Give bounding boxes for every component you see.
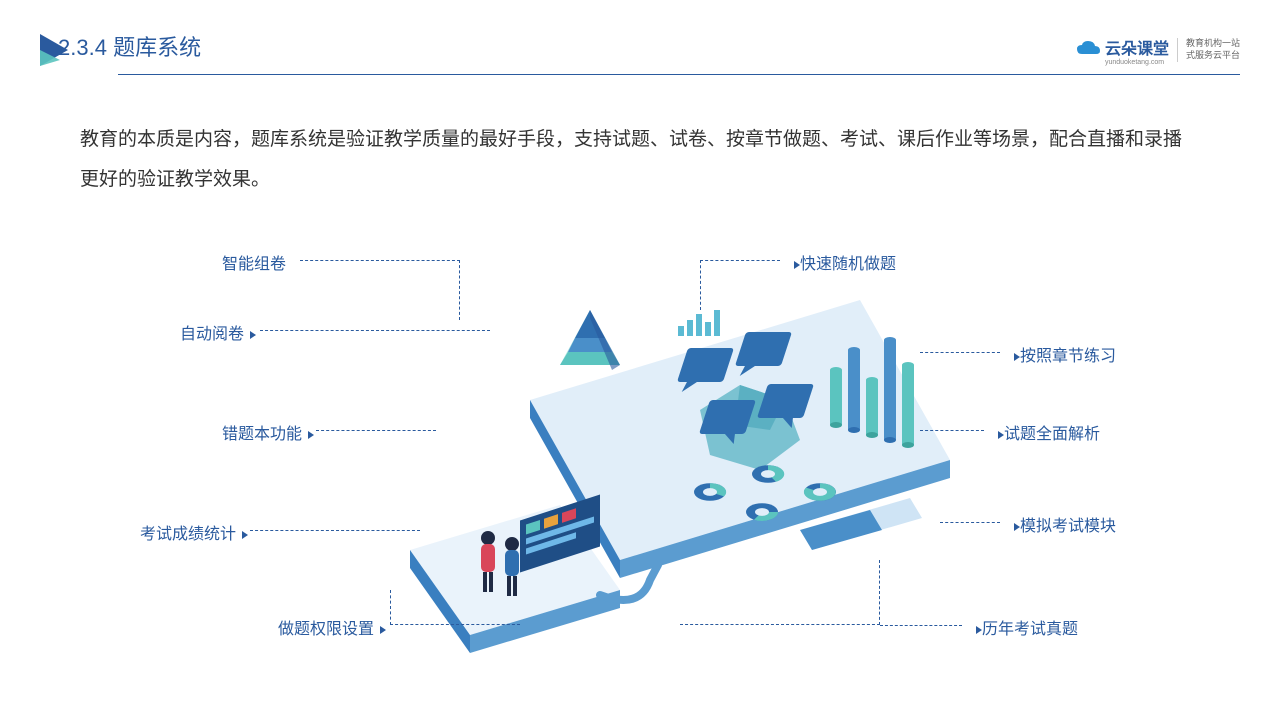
- connector: [920, 430, 984, 431]
- section-name: 题库系统: [113, 35, 201, 60]
- feature-permission: 做题权限设置: [278, 615, 386, 639]
- body-paragraph: 教育的本质是内容，题库系统是验证教学质量的最好手段，支持试题、试卷、按章节做题、…: [80, 120, 1200, 200]
- section-title: 2.3.4 题库系统: [58, 30, 201, 70]
- feature-diagram: 智能组卷 自动阅卷 错题本功能 考试成绩统计 做题权限设置 快速随机做题 按照章…: [0, 220, 1280, 700]
- feature-mock-exam: 模拟考试模块: [1010, 512, 1116, 536]
- connector: [680, 560, 880, 625]
- feature-smart-compose: 智能组卷: [222, 250, 286, 274]
- connector: [300, 260, 460, 320]
- connector: [700, 260, 780, 310]
- brand-logo: 云朵课堂 yunduoketang.com 教育机构一站 式服务云平台: [1075, 35, 1240, 66]
- connector: [250, 530, 420, 531]
- logo-domain: yunduoketang.com: [1105, 59, 1169, 66]
- connector: [880, 625, 962, 626]
- feature-full-analysis: 试题全面解析: [994, 420, 1100, 444]
- title-underline: [118, 74, 1240, 75]
- logo-tagline: 教育机构一站 式服务云平台: [1177, 38, 1240, 61]
- logo-name: 云朵课堂: [1105, 35, 1169, 59]
- cloud-icon: 云朵课堂 yunduoketang.com: [1075, 35, 1169, 66]
- slide-header: 2.3.4 题库系统 云朵课堂 yunduoketang.com 教育机构一站 …: [38, 30, 1240, 70]
- feature-random-quiz: 快速随机做题: [790, 250, 896, 274]
- connector: [316, 430, 436, 431]
- feature-chapter-practice: 按照章节练习: [1010, 342, 1116, 366]
- title-group: 2.3.4 题库系统: [38, 30, 201, 70]
- connector: [940, 522, 1000, 523]
- feature-past-papers: 历年考试真题: [972, 615, 1078, 639]
- feature-auto-grade: 自动阅卷: [180, 320, 260, 344]
- feature-score-stats: 考试成绩统计: [140, 520, 248, 544]
- feature-wrong-book: 错题本功能: [222, 420, 314, 444]
- connector: [390, 590, 520, 625]
- connector: [920, 352, 1000, 353]
- connector: [260, 330, 490, 331]
